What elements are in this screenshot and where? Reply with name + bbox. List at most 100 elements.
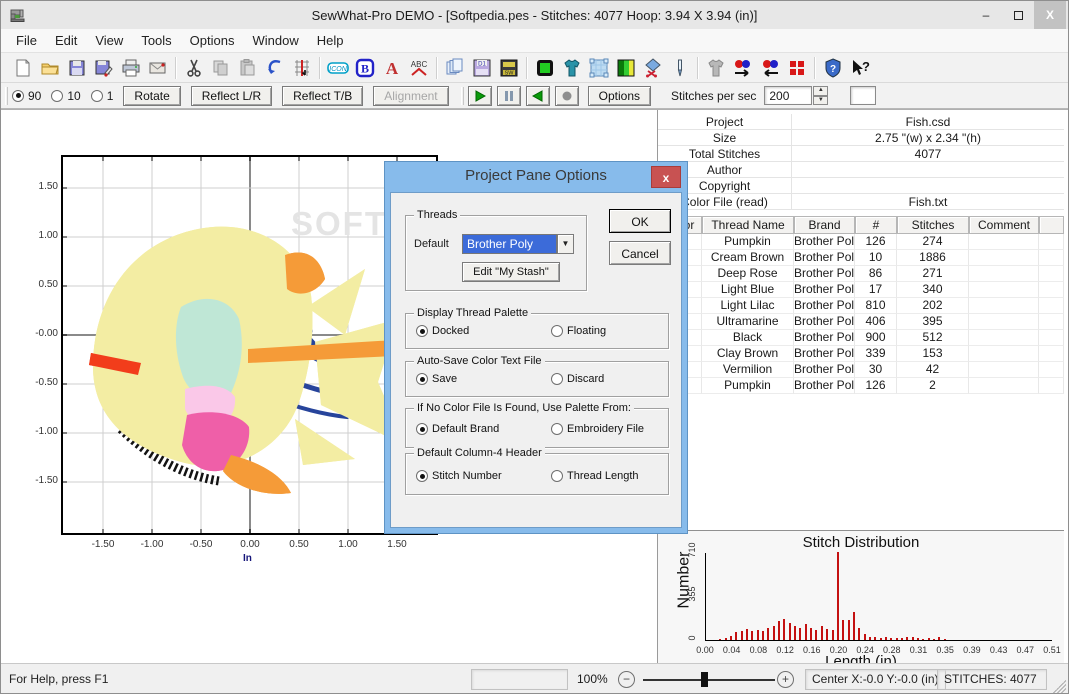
angle-10-radio[interactable] xyxy=(51,89,64,102)
copy-icon[interactable] xyxy=(207,55,234,81)
default-brand-radio[interactable]: Default Brand xyxy=(416,423,499,435)
chart-x-tick: 0.31 xyxy=(909,645,928,655)
save-radio[interactable]: Save xyxy=(416,373,457,385)
minimize-button[interactable]: – xyxy=(982,8,990,22)
angle-1-radio[interactable] xyxy=(90,89,103,102)
thread-row[interactable]: Pumpkin Brother Poly 126 274 xyxy=(658,234,1064,250)
maximize-icon xyxy=(1013,10,1023,20)
stop-icon[interactable] xyxy=(554,85,579,106)
menu-view[interactable]: View xyxy=(95,33,124,48)
stitches-per-sec-input[interactable]: 200 xyxy=(764,86,813,105)
histogram-bar xyxy=(890,638,893,640)
menu-bar: File Edit View Tools Options Window Help xyxy=(1,29,1068,53)
spin-down-icon[interactable]: ▼ xyxy=(813,95,829,105)
needle-pen-icon[interactable] xyxy=(666,55,693,81)
zoom-in-icon[interactable]: + xyxy=(777,671,794,688)
thread-length-radio[interactable]: Thread Length xyxy=(551,470,639,482)
sw-floppy-icon[interactable]: SW xyxy=(495,55,522,81)
thread-row[interactable]: Deep Rose Brother Poly 86 271 xyxy=(658,266,1064,282)
color-sort-left-icon[interactable] xyxy=(756,55,783,81)
histogram-bar xyxy=(783,618,786,640)
open-folder-icon[interactable] xyxy=(36,55,63,81)
docked-radio[interactable]: Docked xyxy=(416,325,469,337)
menu-file[interactable]: File xyxy=(16,33,37,48)
ok-button[interactable]: OK xyxy=(609,209,671,233)
close-button[interactable]: X xyxy=(1034,1,1066,29)
menu-window[interactable]: Window xyxy=(252,33,299,48)
histogram-bar xyxy=(938,637,941,640)
pause-icon[interactable] xyxy=(496,85,521,106)
maximize-button[interactable] xyxy=(1002,1,1034,29)
undo-icon[interactable] xyxy=(261,55,288,81)
dropdown-value: Brother Poly xyxy=(462,234,557,254)
applique-scissors-icon[interactable] xyxy=(639,55,666,81)
context-help-icon[interactable]: ? xyxy=(846,55,873,81)
tshirt-blue-icon[interactable] xyxy=(558,55,585,81)
chart-x-tick: 0.35 xyxy=(936,645,954,655)
zoom-slider-track[interactable] xyxy=(643,679,775,681)
d1-floppy-icon[interactable]: D1 xyxy=(468,55,495,81)
play-icon[interactable] xyxy=(467,85,492,106)
cut-icon[interactable] xyxy=(180,55,207,81)
design-canvas[interactable]: SOFTPEDIA® xyxy=(61,155,507,535)
email-icon[interactable] xyxy=(144,55,171,81)
thread-row[interactable]: Light Lilac Brother Poly 810 202 xyxy=(658,298,1064,314)
thread-row[interactable]: Black Brother Poly 900 512 xyxy=(658,330,1064,346)
edit-my-stash-button[interactable]: Edit "My Stash" xyxy=(462,262,560,282)
discard-radio[interactable]: Discard xyxy=(551,373,604,385)
thread-row[interactable]: Ultramarine Brother Poly 406 395 xyxy=(658,314,1064,330)
histogram-bar xyxy=(916,638,919,640)
angle-90-radio[interactable] xyxy=(12,89,24,102)
hoop-grid-icon[interactable] xyxy=(288,55,315,81)
font-a-icon[interactable]: A xyxy=(378,55,405,81)
thread-row[interactable]: Vermilion Brother Poly 30 42 xyxy=(658,362,1064,378)
save-as-icon[interactable] xyxy=(90,55,117,81)
toolbar-separator xyxy=(697,56,698,79)
toolbar-separator xyxy=(526,56,527,79)
color-sort-right-icon[interactable] xyxy=(729,55,756,81)
thread-row[interactable]: Light Blue Brother Poly 17 340 xyxy=(658,282,1064,298)
options-button[interactable]: Options xyxy=(587,85,651,106)
rotate-button[interactable]: Rotate xyxy=(123,85,181,106)
histogram-bar xyxy=(730,636,732,640)
thread-row[interactable]: Pumpkin Brother Poly 126 2 xyxy=(658,378,1064,394)
bold-b-icon[interactable]: B xyxy=(351,55,378,81)
floating-radio[interactable]: Floating xyxy=(551,325,606,337)
menu-edit[interactable]: Edit xyxy=(54,33,78,48)
dialog-close-icon[interactable]: x xyxy=(651,166,681,188)
default-brand-dropdown[interactable]: Brother Poly ▼ xyxy=(462,234,574,254)
thread-row[interactable]: Clay Brown Brother Poly 339 153 xyxy=(658,346,1064,362)
red-squares-icon[interactable] xyxy=(783,55,810,81)
menu-options[interactable]: Options xyxy=(189,33,235,48)
thread-row[interactable]: Cream Brown Brother Poly 10 1886 xyxy=(658,250,1064,266)
tshirt-gray-icon[interactable] xyxy=(702,55,729,81)
reflect-tb-button[interactable]: Reflect T/B xyxy=(282,85,364,106)
color-bars-icon[interactable] xyxy=(612,55,639,81)
copy-pages-icon[interactable] xyxy=(441,55,468,81)
stitch-number-radio[interactable]: Stitch Number xyxy=(416,470,502,482)
hoop-fabric-icon[interactable] xyxy=(585,55,612,81)
spell-abc-icon[interactable]: ABC xyxy=(405,55,432,81)
resize-grip[interactable] xyxy=(1053,680,1066,693)
chevron-down-icon[interactable]: ▼ xyxy=(557,234,574,254)
menu-help[interactable]: Help xyxy=(316,33,344,48)
histogram-bar xyxy=(900,638,903,640)
spin-up-icon[interactable]: ▲ xyxy=(813,86,829,96)
current-color-box[interactable] xyxy=(850,86,877,105)
zoom-out-icon[interactable]: − xyxy=(618,671,635,688)
rewind-icon[interactable] xyxy=(525,85,550,106)
hoop-green-icon[interactable] xyxy=(531,55,558,81)
zoom-slider-thumb[interactable] xyxy=(701,672,708,687)
menu-tools[interactable]: Tools xyxy=(141,33,172,48)
reflect-lr-button[interactable]: Reflect L/R xyxy=(190,85,273,106)
paste-icon[interactable] xyxy=(234,55,261,81)
save-icon[interactable] xyxy=(63,55,90,81)
new-document-icon[interactable] xyxy=(9,55,36,81)
shield-help-icon[interactable]: ? xyxy=(819,55,846,81)
chart-x-tick: 0.28 xyxy=(883,645,901,655)
icon-manager-icon[interactable]: ICON xyxy=(324,55,351,81)
embroidery-file-radio[interactable]: Embroidery File xyxy=(551,423,644,435)
chart-x-tick: 0.16 xyxy=(803,645,821,655)
cancel-button[interactable]: Cancel xyxy=(609,241,671,265)
print-icon[interactable] xyxy=(117,55,144,81)
